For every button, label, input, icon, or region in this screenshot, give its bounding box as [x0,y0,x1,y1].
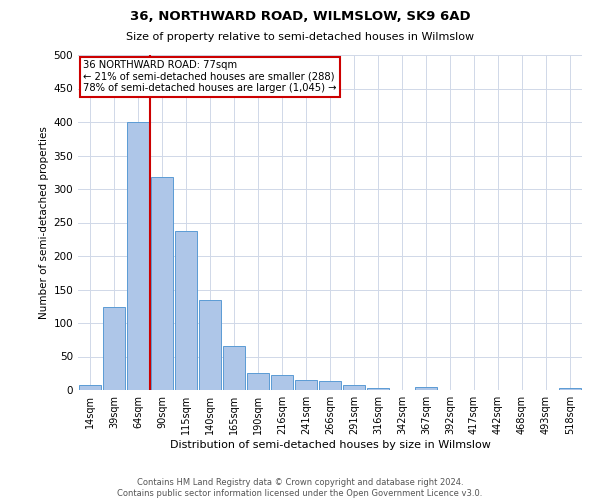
Bar [559,388,581,390]
X-axis label: Distribution of semi-detached houses by size in Wilmslow: Distribution of semi-detached houses by … [170,440,490,450]
Text: 36 NORTHWARD ROAD: 77sqm
← 21% of semi-detached houses are smaller (288)
78% of : 36 NORTHWARD ROAD: 77sqm ← 21% of semi-d… [83,60,337,93]
Bar [295,380,317,390]
Bar [367,388,389,390]
Bar [127,122,149,390]
Bar [271,376,293,390]
Bar [79,384,101,390]
Text: Size of property relative to semi-detached houses in Wilmslow: Size of property relative to semi-detach… [126,32,474,42]
Bar [223,346,245,390]
Text: 36, NORTHWARD ROAD, WILMSLOW, SK9 6AD: 36, NORTHWARD ROAD, WILMSLOW, SK9 6AD [130,10,470,23]
Bar [175,231,197,390]
Bar [199,300,221,390]
Bar [151,177,173,390]
Bar [319,382,341,390]
Bar [415,388,437,390]
Text: Contains HM Land Registry data © Crown copyright and database right 2024.
Contai: Contains HM Land Registry data © Crown c… [118,478,482,498]
Y-axis label: Number of semi-detached properties: Number of semi-detached properties [39,126,49,319]
Bar [247,372,269,390]
Bar [343,386,365,390]
Bar [103,307,125,390]
